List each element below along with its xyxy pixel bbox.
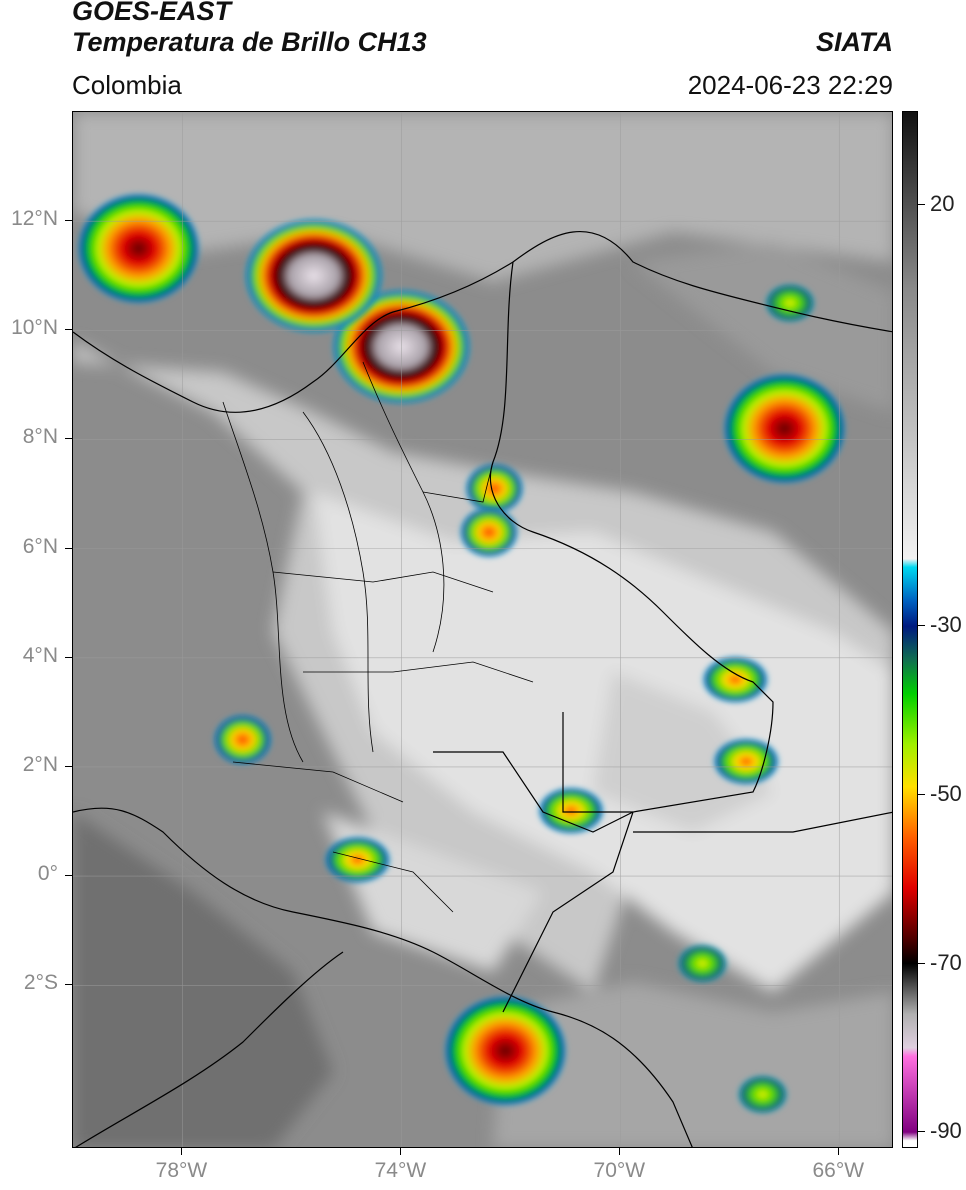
- colorbar-gradient: [903, 112, 917, 1147]
- lat-tick-label: 0°: [37, 862, 58, 886]
- title-product: Temperatura de Brillo CH13: [72, 27, 427, 57]
- storm-cell: [243, 217, 384, 334]
- lat-tick-label: 6°N: [22, 534, 58, 558]
- storm-cell: [764, 283, 817, 324]
- colorbar-tick-mark: [918, 625, 925, 627]
- lat-tick-mark: [65, 656, 72, 658]
- lon-tick-mark: [400, 1148, 402, 1155]
- brand-label: SIATA: [816, 27, 893, 57]
- storm-cell: [701, 655, 770, 704]
- colorbar-tick-mark: [918, 1131, 925, 1133]
- colorbar-tick-label: -90: [930, 1118, 962, 1144]
- timestamp-label: 2024-06-23 22:29: [687, 70, 893, 100]
- lat-tick-mark: [65, 220, 72, 222]
- lat-tick-label: 4°N: [22, 643, 58, 667]
- country-boundaries: [73, 231, 892, 1147]
- region-label: Colombia: [72, 70, 182, 100]
- storm-cell: [458, 506, 519, 559]
- colorbar-tick-mark: [918, 793, 925, 795]
- colorbar-tick-mark: [918, 203, 925, 205]
- storm-cell: [323, 835, 392, 884]
- colorbar-tick-label: -70: [930, 949, 962, 975]
- storm-cell: [712, 737, 781, 786]
- lat-tick-label: 2°S: [23, 971, 58, 995]
- lat-tick-mark: [65, 438, 72, 440]
- lat-tick-mark: [65, 547, 72, 549]
- storm-cell: [676, 943, 729, 984]
- lon-tick-label: 66°W: [812, 1159, 865, 1182]
- storm-cell: [537, 786, 606, 835]
- lon-tick-mark: [181, 1148, 183, 1155]
- lat-tick-mark: [65, 875, 72, 877]
- storm-cell: [722, 372, 847, 485]
- lat-tick-label: 2°N: [22, 752, 58, 776]
- lat-tick-mark: [65, 765, 72, 767]
- lat-tick-mark: [65, 329, 72, 331]
- lat-tick-label: 10°N: [11, 316, 58, 340]
- lon-tick-label: 78°W: [155, 1159, 208, 1182]
- colorbar-tick-label: 20: [930, 190, 955, 216]
- lat-tick-mark: [65, 984, 72, 986]
- satellite-map: [72, 111, 893, 1148]
- lat-tick-label: 8°N: [22, 425, 58, 449]
- lon-tick-mark: [619, 1148, 621, 1155]
- colorbar-tick-label: -50: [930, 780, 962, 806]
- storm-cell: [76, 192, 201, 305]
- storm-cell: [212, 713, 273, 766]
- lon-tick-label: 74°W: [374, 1159, 427, 1182]
- title-satellite: GOES-EAST: [72, 0, 232, 26]
- lon-tick-label: 70°W: [593, 1159, 646, 1182]
- storm-cell: [736, 1074, 789, 1115]
- lat-tick-label: 12°N: [11, 207, 58, 231]
- colorbar-tick-mark: [918, 962, 925, 964]
- department-boundaries: [222, 361, 534, 913]
- colorbar-tick-label: -30: [930, 612, 962, 638]
- lon-tick-mark: [838, 1148, 840, 1155]
- temperature-colorbar: [902, 111, 918, 1148]
- storm-cell: [443, 994, 568, 1107]
